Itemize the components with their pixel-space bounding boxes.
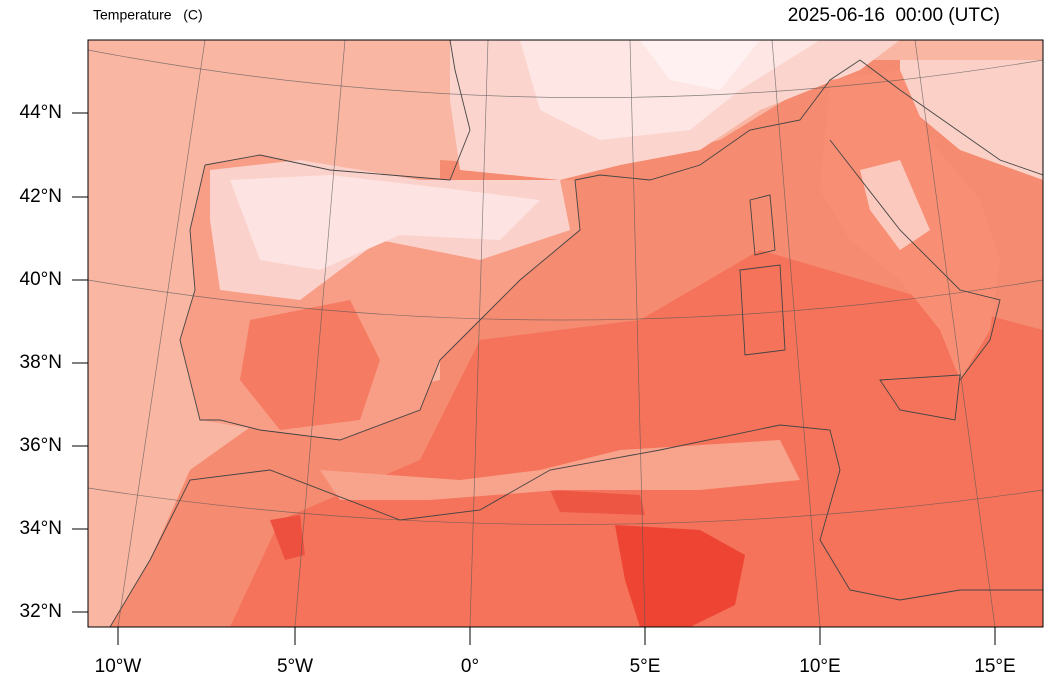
meridian: [117, 40, 206, 627]
coast-line: [829, 139, 1001, 381]
lon-label: 10°W: [95, 656, 142, 677]
temperature-field: [88, 40, 1043, 627]
warm-field: [240, 300, 380, 430]
lat-label: 40°N: [20, 269, 62, 290]
lat-label: 44°N: [20, 102, 62, 123]
warmer-field: [230, 250, 1043, 627]
parallel: [88, 49, 1043, 98]
lon-label: 15°E: [974, 656, 1015, 677]
coast-line: [109, 424, 1043, 627]
cool-field: [230, 175, 540, 270]
hot-field: [615, 525, 745, 627]
lat-label: 42°N: [20, 186, 62, 207]
meridian: [914, 40, 996, 627]
parallel: [88, 279, 1043, 321]
lon-label: 10°E: [799, 656, 840, 677]
meridian: [771, 40, 821, 627]
lon-axis: 10°W 5°W 0° 5°E 10°E 15°E: [95, 627, 1016, 677]
map-frame: [87, 39, 1044, 628]
lon-label: 5°W: [277, 656, 313, 677]
cold-field: [640, 40, 760, 90]
lat-label: 38°N: [20, 352, 62, 373]
lat-axis: 44°N 42°N 40°N 38°N 36°N 34°N 32°N: [20, 102, 88, 622]
meridian: [629, 40, 646, 627]
meridian: [294, 40, 346, 627]
cool-field: [860, 160, 930, 250]
hot-field: [550, 490, 645, 515]
parallel: [88, 487, 1043, 525]
cool-field: [900, 60, 1043, 180]
lat-label: 32°N: [20, 601, 62, 622]
hot-field: [270, 515, 305, 560]
title: Temperature (C): [93, 7, 203, 23]
cool-field: [320, 440, 800, 500]
cool-field: [520, 40, 820, 140]
lon-label: 0°: [461, 656, 479, 677]
lat-label: 36°N: [20, 435, 62, 456]
graticule: [88, 40, 1043, 627]
lon-label: 5°E: [630, 656, 661, 677]
island-coast: [739, 194, 961, 421]
lat-label: 34°N: [20, 518, 62, 539]
meridian: [469, 40, 489, 627]
valid-time: 2025-06-16 00:00 (UTC): [788, 5, 1000, 26]
